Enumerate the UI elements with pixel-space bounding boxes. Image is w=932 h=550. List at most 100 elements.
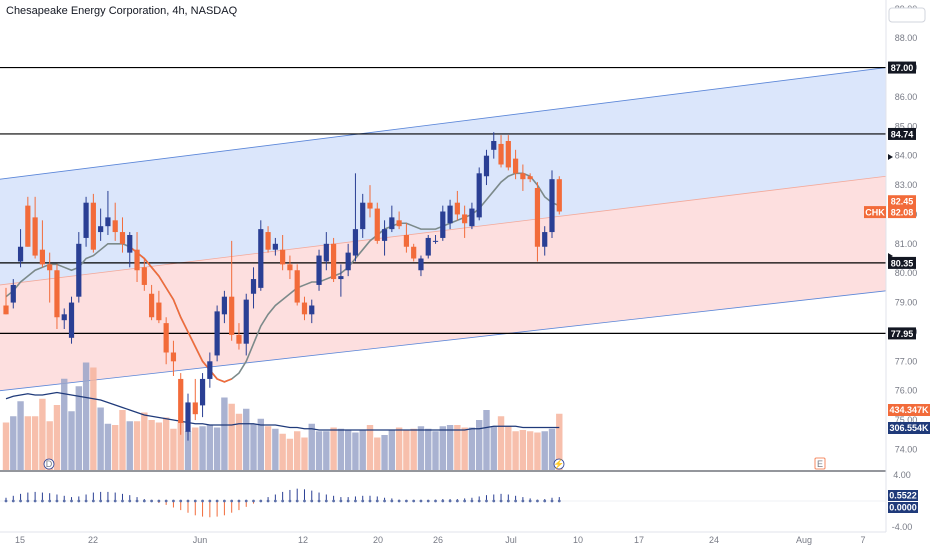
candle-body[interactable] xyxy=(229,296,235,335)
dividend-marker[interactable] xyxy=(43,458,55,470)
candle-body[interactable] xyxy=(301,302,308,315)
candle-body[interactable] xyxy=(243,299,249,344)
oscillator-dot xyxy=(521,499,525,503)
scale-control-box[interactable] xyxy=(888,7,926,23)
candle-body[interactable] xyxy=(505,141,511,168)
candle-body[interactable] xyxy=(250,279,257,294)
candle-body[interactable] xyxy=(149,293,155,318)
candle-body[interactable] xyxy=(54,270,60,318)
candle-body[interactable] xyxy=(527,176,533,180)
candle-body[interactable] xyxy=(360,202,366,230)
candle-body[interactable] xyxy=(134,249,140,271)
candle-body[interactable] xyxy=(338,276,344,280)
candle-body[interactable] xyxy=(199,378,206,406)
candle-body[interactable] xyxy=(25,205,31,247)
candle-body[interactable] xyxy=(454,202,460,215)
candle-body[interactable] xyxy=(483,155,490,177)
candle-body[interactable] xyxy=(90,202,96,250)
level-price-badge[interactable] xyxy=(888,61,916,74)
candle-body[interactable] xyxy=(425,237,431,256)
candle-body[interactable] xyxy=(316,255,322,285)
candle-body[interactable] xyxy=(192,402,198,415)
candle-body[interactable] xyxy=(83,202,89,238)
candle-body[interactable] xyxy=(440,211,446,238)
time-tick-label: Aug xyxy=(796,535,812,545)
candle-body[interactable] xyxy=(3,305,9,315)
candle-body[interactable] xyxy=(61,314,67,321)
candle-body[interactable] xyxy=(236,334,242,344)
candle-body[interactable] xyxy=(432,240,439,242)
split-marker[interactable] xyxy=(553,458,565,470)
candle-body[interactable] xyxy=(294,270,300,303)
candle-body[interactable] xyxy=(520,173,526,180)
candle-body[interactable] xyxy=(352,229,359,256)
candle-body[interactable] xyxy=(39,249,45,265)
candle-body[interactable] xyxy=(112,220,118,233)
candle-body[interactable] xyxy=(374,208,380,241)
candle-body[interactable] xyxy=(221,296,227,315)
candle-body[interactable] xyxy=(403,235,409,247)
candle-body[interactable] xyxy=(272,243,278,250)
volume-bar xyxy=(526,431,534,470)
candle-body[interactable] xyxy=(185,402,191,432)
candle-body[interactable] xyxy=(331,243,337,280)
oscillator-dot xyxy=(528,499,532,503)
candle-body[interactable] xyxy=(178,378,184,423)
candle-body[interactable] xyxy=(207,361,213,379)
candle-body[interactable] xyxy=(258,229,264,288)
candle-body[interactable] xyxy=(542,232,548,247)
candle-body[interactable] xyxy=(68,302,75,338)
candle-body[interactable] xyxy=(47,264,53,271)
candle-body[interactable] xyxy=(367,202,373,209)
volume-bar xyxy=(250,423,257,470)
candle-body[interactable] xyxy=(534,188,541,247)
candle-body[interactable] xyxy=(32,217,38,256)
candle-body[interactable] xyxy=(309,305,315,315)
candle-body[interactable] xyxy=(119,232,126,244)
level-price-badge[interactable] xyxy=(888,327,916,340)
level-price-badge[interactable] xyxy=(888,127,916,140)
oscillator-dot xyxy=(273,499,277,503)
candle-body[interactable] xyxy=(17,246,24,262)
candle-body[interactable] xyxy=(381,229,388,241)
candle-body[interactable] xyxy=(462,214,468,224)
candle-body[interactable] xyxy=(418,258,424,271)
candle-body[interactable] xyxy=(105,217,111,227)
candle-body[interactable] xyxy=(170,352,177,362)
candle-body[interactable] xyxy=(141,267,147,285)
channel-lower-fill xyxy=(0,176,886,391)
candle-body[interactable] xyxy=(76,243,82,297)
candle-body[interactable] xyxy=(498,143,504,165)
candle-body[interactable] xyxy=(396,220,402,227)
volume-bar xyxy=(148,420,155,470)
candle-body[interactable] xyxy=(411,246,417,259)
candle-body[interactable] xyxy=(214,311,220,356)
oscillator-dot xyxy=(113,499,117,503)
candle-body[interactable] xyxy=(98,226,104,233)
volume-bar xyxy=(388,430,396,470)
candle-body[interactable] xyxy=(10,284,16,303)
candle-body[interactable] xyxy=(513,158,519,174)
candle-body[interactable] xyxy=(556,179,562,212)
candle-body[interactable] xyxy=(491,141,497,150)
candle-body[interactable] xyxy=(476,173,482,218)
candle-body[interactable] xyxy=(345,252,351,271)
level-price-badge[interactable] xyxy=(888,256,916,269)
candle-body[interactable] xyxy=(127,235,133,253)
candle-body[interactable] xyxy=(323,243,329,262)
candle-body[interactable] xyxy=(287,264,293,271)
symbol-badge xyxy=(864,206,886,219)
candle-body[interactable] xyxy=(389,217,395,230)
candle-body[interactable] xyxy=(156,302,162,321)
candle-body[interactable] xyxy=(469,208,475,227)
candle-body[interactable] xyxy=(549,179,555,233)
earnings-marker[interactable] xyxy=(814,457,826,470)
candle-body[interactable] xyxy=(163,323,169,353)
axis-arrow-icon xyxy=(888,154,893,160)
candle-body[interactable] xyxy=(447,205,453,224)
channel-upper-fill xyxy=(0,67,886,285)
candle-body[interactable] xyxy=(280,249,286,265)
candle-body[interactable] xyxy=(265,232,271,250)
volume-bar xyxy=(541,431,548,470)
